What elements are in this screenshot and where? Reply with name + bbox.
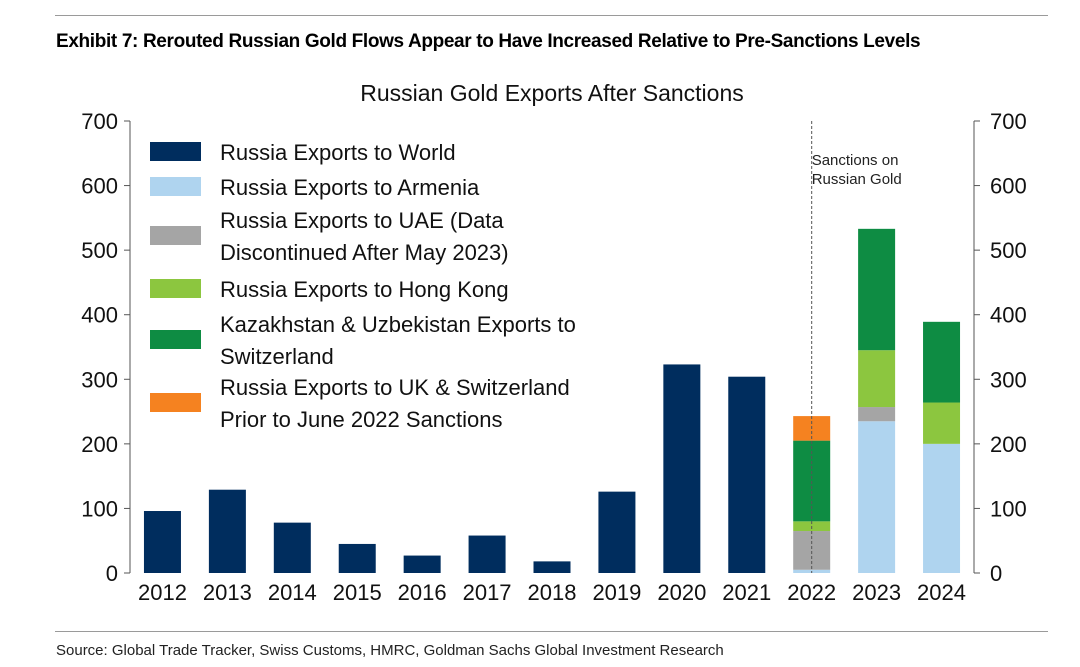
- legend-swatch: [150, 226, 201, 245]
- bar-segment: [858, 228, 896, 351]
- left-y-tick-label: 100: [81, 496, 118, 521]
- legend-swatch: [150, 393, 201, 412]
- right-y-tick-label: 100: [990, 496, 1027, 521]
- bar-segment: [273, 522, 311, 573]
- x-tick-label: 2022: [787, 580, 836, 605]
- bar-segment: [858, 421, 896, 573]
- bar-segment: [728, 376, 766, 573]
- legend-label: Russia Exports to UK & Switzerland: [220, 375, 570, 400]
- source-note: Source: Global Trade Tracker, Swiss Cust…: [56, 642, 724, 659]
- left-y-tick-label: 600: [81, 174, 118, 199]
- bar-segment: [923, 321, 961, 403]
- bar-segment: [143, 511, 181, 573]
- legend-label: Discontinued After May 2023): [220, 240, 509, 265]
- x-tick-label: 2013: [203, 580, 252, 605]
- legend-label: Russia Exports to UAE (Data: [220, 208, 504, 233]
- bar-segment: [923, 402, 961, 444]
- legend-label: Prior to June 2022 Sanctions: [220, 407, 503, 432]
- legend-swatch: [150, 330, 201, 349]
- x-tick-label: 2019: [592, 580, 641, 605]
- left-y-tick-label: 700: [81, 109, 118, 134]
- x-tick-label: 2015: [333, 580, 382, 605]
- legend-label: Russia Exports to Hong Kong: [220, 277, 509, 302]
- x-tick-label: 2017: [463, 580, 512, 605]
- legend-label: Kazakhstan & Uzbekistan Exports to: [220, 312, 576, 337]
- bar-segment: [858, 407, 896, 422]
- bar-segment: [208, 489, 246, 573]
- x-tick-label: 2014: [268, 580, 317, 605]
- right-y-tick-label: 600: [990, 174, 1027, 199]
- x-tick-label: 2021: [722, 580, 771, 605]
- legend-label: Russia Exports to World: [220, 140, 456, 165]
- bar-segment: [403, 555, 441, 573]
- x-tick-label: 2018: [528, 580, 577, 605]
- left-y-tick-label: 500: [81, 238, 118, 263]
- bottom-rule: [55, 631, 1048, 632]
- legend-label: Switzerland: [220, 344, 334, 369]
- sanctions-annotation: Sanctions on: [812, 152, 899, 169]
- left-y-tick-label: 300: [81, 367, 118, 392]
- bar-segment: [598, 491, 636, 573]
- bar-segment: [858, 350, 896, 408]
- right-y-tick-label: 200: [990, 432, 1027, 457]
- right-y-tick-label: 0: [990, 561, 1002, 586]
- bar-segment: [338, 543, 376, 573]
- right-y-tick-label: 500: [990, 238, 1027, 263]
- left-y-tick-label: 200: [81, 432, 118, 457]
- x-tick-label: 2020: [657, 580, 706, 605]
- left-y-tick-label: 0: [106, 561, 118, 586]
- bar-segment: [663, 364, 701, 573]
- right-y-tick-label: 300: [990, 367, 1027, 392]
- x-tick-label: 2016: [398, 580, 447, 605]
- top-rule: [55, 15, 1048, 16]
- exhibit-title: Exhibit 7: Rerouted Russian Gold Flows A…: [56, 31, 921, 52]
- bar-segment: [533, 561, 571, 573]
- legend-swatch: [150, 142, 201, 161]
- x-tick-label: 2012: [138, 580, 187, 605]
- right-y-tick-label: 400: [990, 303, 1027, 328]
- x-tick-label: 2023: [852, 580, 901, 605]
- right-y-tick-label: 700: [990, 109, 1027, 134]
- chart-title: Russian Gold Exports After Sanctions: [360, 80, 744, 106]
- sanctions-annotation: Russian Gold: [812, 171, 902, 188]
- legend-swatch: [150, 279, 201, 298]
- bar-segment: [923, 443, 961, 573]
- bar-segment: [468, 535, 506, 573]
- legend-swatch: [150, 177, 201, 196]
- left-y-tick-label: 400: [81, 303, 118, 328]
- x-tick-label: 2024: [917, 580, 966, 605]
- legend-label: Russia Exports to Armenia: [220, 175, 480, 200]
